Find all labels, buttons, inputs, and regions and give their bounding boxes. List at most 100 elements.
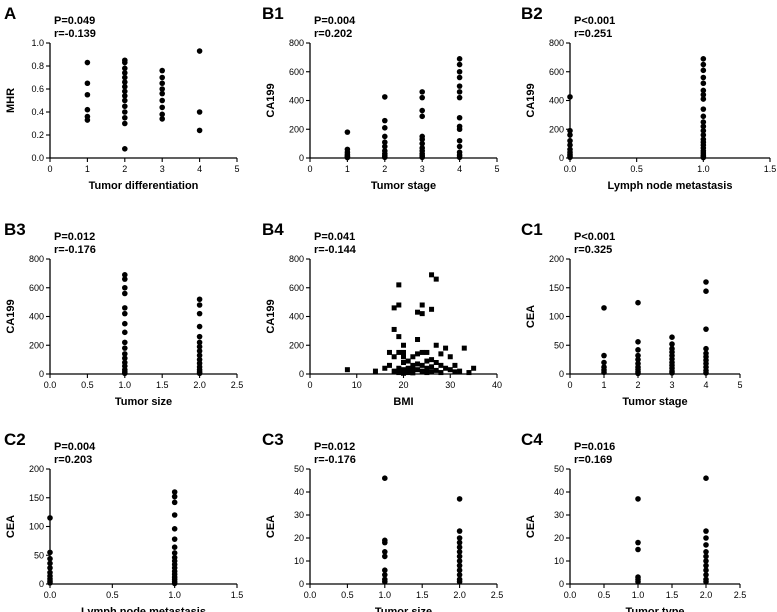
data-point: [196, 310, 203, 317]
data-point: [382, 572, 388, 578]
x-tick-label: 0.5: [81, 380, 94, 390]
x-tick-label: 1.0: [379, 590, 392, 600]
data-point: [405, 358, 411, 364]
data-point: [405, 370, 411, 376]
data-point: [415, 367, 421, 373]
data-point: [567, 142, 573, 148]
y-tick-label: 30: [294, 510, 304, 520]
y-tick-label: 0.6: [31, 84, 44, 94]
data-point: [635, 352, 641, 359]
data-point: [415, 361, 421, 367]
data-point: [466, 370, 472, 376]
y-tick-label: 600: [549, 67, 564, 77]
x-axis-label: Lymph node metastasis: [608, 180, 733, 192]
data-point: [703, 475, 709, 482]
data-point: [171, 493, 178, 500]
data-point: [122, 351, 128, 357]
data-point: [401, 370, 406, 376]
y-axis-label: CEA: [525, 515, 537, 538]
data-point: [433, 367, 439, 373]
data-point: [159, 74, 165, 81]
data-point: [410, 354, 416, 360]
data-point: [401, 349, 406, 355]
y-axis-label: CA199: [265, 299, 277, 333]
x-tick-label: 2.5: [231, 380, 244, 390]
panel-letter: B4: [262, 220, 284, 239]
panel-letter: C3: [262, 430, 284, 449]
panel-letter: C4: [521, 430, 543, 449]
data-point: [601, 359, 607, 366]
panel-letter: C1: [521, 220, 543, 239]
data-point: [196, 127, 203, 134]
data-point: [401, 342, 406, 348]
y-tick-label: 0.4: [31, 107, 44, 117]
data-point: [196, 302, 203, 308]
x-tick-label: 0.5: [630, 164, 643, 174]
data-point: [452, 362, 458, 368]
data-point: [456, 496, 463, 502]
data-point: [396, 334, 402, 340]
data-point: [122, 276, 128, 282]
data-point: [700, 106, 707, 112]
x-tick-label: 2.0: [453, 590, 466, 600]
data-point: [700, 119, 707, 125]
data-point: [456, 89, 463, 95]
data-point: [700, 74, 707, 81]
data-point: [122, 74, 128, 81]
y-axis-label: MHR: [5, 88, 17, 113]
data-point: [122, 83, 128, 90]
data-point: [122, 355, 128, 361]
data-point: [196, 296, 203, 303]
data-point: [424, 365, 430, 371]
x-tick-label: 2.0: [193, 380, 206, 390]
data-point: [669, 341, 675, 347]
data-point: [419, 94, 426, 101]
x-tick-label: 4: [703, 380, 708, 390]
data-point: [171, 526, 178, 532]
data-point: [669, 334, 675, 341]
data-point: [171, 580, 178, 587]
y-tick-label: 200: [549, 124, 564, 134]
x-tick-label: 1.0: [697, 164, 710, 174]
data-point: [122, 97, 128, 104]
data-point: [171, 536, 178, 542]
x-tick-label: 3: [420, 164, 425, 174]
x-tick-label: 2: [635, 380, 640, 390]
data-point: [700, 154, 707, 161]
y-axis-label: CA199: [525, 83, 537, 117]
data-point: [419, 113, 426, 120]
data-point: [159, 67, 165, 74]
p-value: P=0.016: [574, 441, 615, 453]
data-point: [601, 305, 607, 311]
x-tick-label: 1.0: [119, 380, 132, 390]
data-point: [567, 127, 573, 134]
data-point: [456, 558, 463, 564]
data-point: [456, 539, 463, 546]
r-value: r=0.203: [54, 454, 92, 466]
data-point: [47, 555, 53, 562]
data-point: [419, 362, 425, 368]
data-point: [456, 61, 463, 68]
data-point: [703, 572, 709, 578]
data-point: [382, 125, 388, 131]
data-point: [196, 339, 203, 346]
data-point: [700, 67, 707, 74]
data-point: [171, 544, 178, 550]
data-point: [47, 565, 53, 571]
data-point: [122, 88, 128, 95]
data-point: [84, 117, 91, 123]
data-point: [429, 357, 435, 363]
y-tick-label: 0.0: [31, 153, 44, 163]
x-tick-label: 4: [197, 164, 202, 174]
data-point: [635, 578, 641, 585]
data-point: [433, 276, 439, 282]
y-axis-label: CEA: [525, 305, 537, 328]
x-tick-label: 4: [457, 164, 462, 174]
data-point: [419, 302, 425, 308]
y-tick-label: 400: [29, 312, 44, 322]
data-point: [419, 154, 426, 161]
data-point: [122, 345, 128, 351]
